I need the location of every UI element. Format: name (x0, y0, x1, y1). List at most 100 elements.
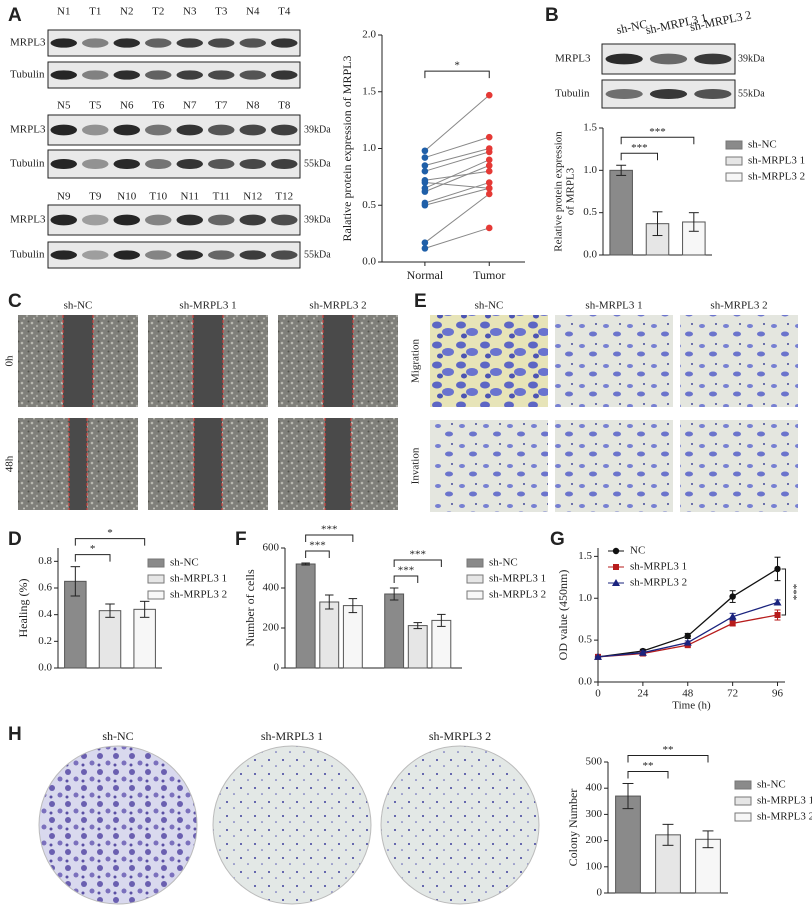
marker (773, 598, 782, 606)
legend-swatch (725, 156, 743, 166)
blot-band (50, 250, 77, 260)
significance-label: *** (787, 584, 799, 601)
size-label: 55kDa (304, 249, 331, 260)
size-label: 39kDa (304, 214, 331, 225)
y-tick-label: 0.2 (38, 635, 52, 647)
lane-label: T3 (215, 6, 228, 18)
bar (695, 838, 721, 894)
legend-swatch (147, 574, 165, 584)
y-axis-label: Ralative protein expression of MRPL3 (340, 56, 354, 242)
y-tick-label: 0.0 (583, 249, 597, 261)
column-label: sh-MRPL3 2 (710, 300, 767, 312)
y-axis-label: of MRPL3 (565, 167, 577, 215)
blot-band (50, 70, 77, 80)
blot-band (208, 250, 235, 260)
lane-label: N1 (57, 6, 70, 18)
blot-band (271, 158, 298, 170)
protein-label: Tubulin (10, 69, 45, 81)
legend-label: sh-MRPL3 1 (170, 573, 227, 585)
significance-label: ** (663, 744, 674, 756)
wound-gap (194, 418, 222, 510)
data-point (421, 167, 429, 175)
blot-band (239, 250, 266, 260)
marker (729, 620, 736, 627)
y-axis-label: OD value (450nm) (556, 570, 570, 661)
panel-label: B (545, 5, 559, 26)
lane-label: N6 (120, 100, 134, 112)
data-point (421, 184, 429, 192)
data-point (485, 179, 493, 186)
y-tick-label: 500 (586, 756, 603, 768)
y-tick-label: 0.0 (578, 676, 592, 688)
wound-gap (193, 315, 223, 407)
transwell-image (430, 315, 548, 407)
protein-label: MRPL3 (10, 37, 46, 49)
y-axis-label: Number of cells (243, 569, 257, 647)
significance-bracket (305, 550, 330, 558)
blot-band (113, 250, 140, 260)
legend-swatch (147, 590, 165, 600)
data-point (485, 190, 493, 198)
lane-label: T2 (152, 6, 164, 18)
lane-label: N8 (246, 100, 260, 112)
column-label: sh-MRPL3 2 (429, 729, 491, 743)
data-point (485, 167, 493, 175)
lane-label: T1 (89, 6, 101, 18)
blot-band (113, 38, 140, 48)
bar (133, 608, 156, 669)
blot-band (176, 158, 203, 170)
transwell-image (555, 315, 673, 407)
blot-band (50, 38, 77, 48)
y-tick-label: 0 (274, 662, 280, 674)
size-label: 39kDa (738, 53, 765, 64)
pair-line (424, 182, 490, 204)
blot-band (271, 250, 298, 260)
blot-band (82, 38, 109, 48)
legend-label: sh-NC (748, 139, 777, 151)
marker (774, 612, 781, 618)
column-label: sh-MRPL3 2 (309, 300, 366, 312)
data-point (421, 199, 429, 207)
blot-band (176, 124, 203, 136)
blot-band (82, 124, 109, 136)
significance-bracket (74, 554, 111, 562)
legend-swatch (466, 558, 484, 568)
legend-label: sh-NC (170, 557, 199, 569)
column-label: sh-NC (475, 300, 504, 312)
blot-band (82, 70, 109, 80)
significance-label: * (454, 60, 460, 72)
legend-swatch (734, 812, 752, 822)
data-point (421, 162, 429, 169)
column-label: sh-MRPL3 1 (179, 300, 236, 312)
pair-line (424, 151, 490, 172)
bar (407, 625, 428, 669)
significance-bracket (74, 538, 146, 546)
blot-band (605, 88, 643, 100)
legend-label: sh-MRPL3 2 (489, 589, 546, 601)
lane-label: T6 (152, 100, 165, 112)
pair-line (424, 170, 490, 181)
blot-band (239, 70, 266, 80)
data-point (485, 224, 493, 232)
x-tick-label: 96 (772, 688, 784, 700)
colony-plate (38, 745, 198, 905)
x-tick-label: Tumor (473, 268, 505, 282)
blot-band (145, 214, 172, 226)
significance-label: ** (643, 760, 654, 772)
y-tick-label: 1.5 (583, 122, 597, 134)
protein-label: Tubulin (10, 158, 45, 170)
row-label: 0h (4, 355, 16, 367)
y-tick-label: 300 (586, 808, 603, 820)
blot-band (145, 124, 172, 136)
bar (98, 610, 122, 669)
significance-label: *** (631, 142, 648, 154)
colony-plate (380, 745, 540, 905)
lane-label: T8 (278, 100, 291, 112)
blot-band (113, 158, 140, 170)
significance-bracket (305, 534, 354, 542)
lane-label: N5 (57, 100, 71, 112)
column-label: sh-NC (102, 729, 133, 743)
y-tick-label: 600 (263, 542, 280, 554)
blot-band (208, 214, 235, 226)
marker (638, 648, 647, 656)
